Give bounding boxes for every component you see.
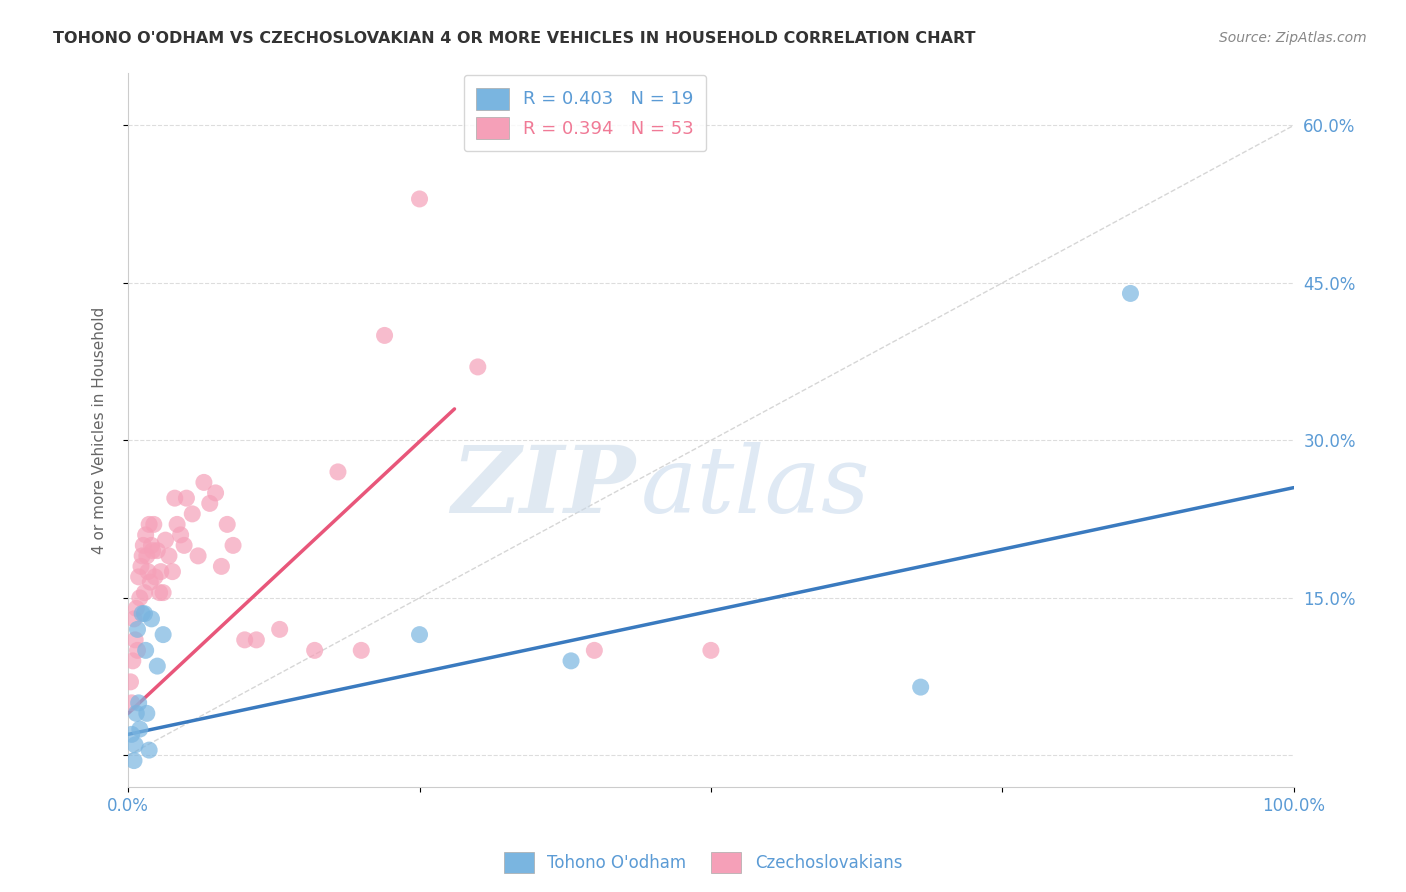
Point [138, 743, 160, 757]
Point [1119, 286, 1142, 301]
Point [152, 627, 174, 641]
Point [136, 565, 159, 579]
Point [122, 754, 145, 768]
Point [128, 591, 150, 605]
Point [134, 585, 156, 599]
Point [149, 585, 172, 599]
Point [152, 585, 174, 599]
Point [142, 517, 165, 532]
Text: ZIP: ZIP [451, 442, 636, 532]
Point [135, 528, 157, 542]
Point [700, 643, 723, 657]
Point [181, 507, 204, 521]
Point [129, 559, 152, 574]
Point [149, 565, 172, 579]
Point [910, 680, 932, 694]
Point [193, 475, 215, 490]
Point [350, 643, 373, 657]
Point [131, 549, 153, 563]
Point [142, 543, 165, 558]
Point [121, 696, 143, 710]
Point [408, 192, 430, 206]
Point [162, 565, 184, 579]
Point [121, 727, 143, 741]
Point [135, 643, 157, 657]
Point [583, 643, 606, 657]
Point [127, 643, 149, 657]
Point [138, 517, 160, 532]
Point [131, 607, 153, 621]
Point [326, 465, 349, 479]
Point [135, 549, 157, 563]
Point [128, 696, 150, 710]
Point [124, 738, 146, 752]
Legend: R = 0.403   N = 19, R = 0.394   N = 53: R = 0.403 N = 19, R = 0.394 N = 53 [464, 75, 706, 152]
Point [408, 627, 430, 641]
Point [157, 549, 180, 563]
Point [125, 706, 148, 721]
Point [374, 328, 396, 343]
Point [155, 533, 177, 548]
Text: atlas: atlas [641, 442, 870, 532]
Point [135, 706, 157, 721]
Point [198, 496, 221, 510]
Point [143, 570, 166, 584]
Point [163, 491, 186, 505]
Legend: Tohono O'odham, Czechoslovakians: Tohono O'odham, Czechoslovakians [498, 846, 908, 880]
Point [141, 538, 163, 552]
Point [187, 549, 209, 563]
Point [209, 559, 232, 574]
Point [132, 538, 155, 552]
Point [204, 486, 226, 500]
Point [141, 612, 163, 626]
Point [467, 359, 489, 374]
Text: Source: ZipAtlas.com: Source: ZipAtlas.com [1219, 31, 1367, 45]
Point [134, 607, 156, 621]
Point [139, 575, 162, 590]
Point [222, 538, 245, 552]
Point [233, 632, 256, 647]
Point [169, 528, 191, 542]
Point [269, 623, 291, 637]
Point [128, 722, 150, 736]
Point [176, 491, 198, 505]
Point [122, 612, 145, 626]
Point [124, 632, 146, 647]
Point [128, 570, 150, 584]
Point [146, 659, 169, 673]
Point [125, 601, 148, 615]
Y-axis label: 4 or more Vehicles in Household: 4 or more Vehicles in Household [93, 306, 107, 554]
Point [166, 517, 188, 532]
Point [304, 643, 326, 657]
Point [560, 654, 582, 668]
Point [120, 674, 142, 689]
Point [146, 543, 169, 558]
Text: TOHONO O'ODHAM VS CZECHOSLOVAKIAN 4 OR MORE VEHICLES IN HOUSEHOLD CORRELATION CH: TOHONO O'ODHAM VS CZECHOSLOVAKIAN 4 OR M… [53, 31, 976, 46]
Point [127, 623, 149, 637]
Point [217, 517, 239, 532]
Point [173, 538, 195, 552]
Point [245, 632, 267, 647]
Point [121, 654, 143, 668]
